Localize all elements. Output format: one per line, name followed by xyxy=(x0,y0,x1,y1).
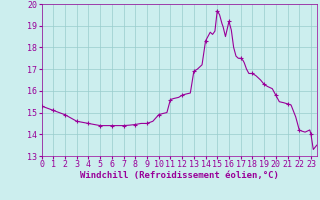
X-axis label: Windchill (Refroidissement éolien,°C): Windchill (Refroidissement éolien,°C) xyxy=(80,171,279,180)
